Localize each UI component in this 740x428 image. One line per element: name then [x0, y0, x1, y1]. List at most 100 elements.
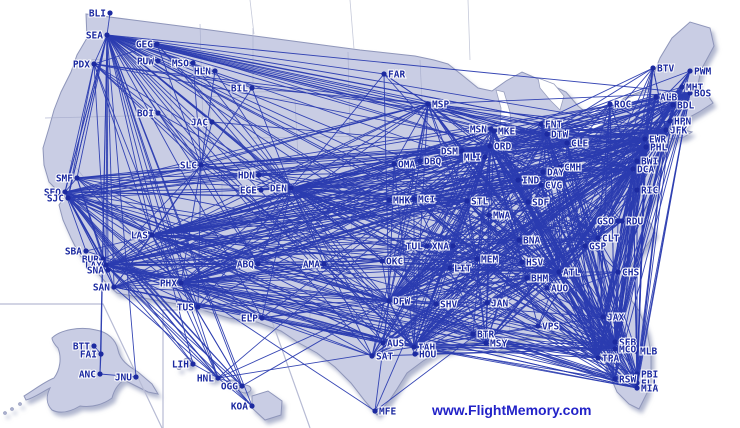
- airport-label-HPN: HPN: [674, 117, 691, 128]
- airport-label-DSM: DSM: [441, 147, 458, 158]
- route-SEA-FAR: [106, 34, 385, 75]
- airport-label-MLB: MLB: [640, 347, 657, 358]
- route-VPS-IAH: [413, 325, 539, 348]
- route-MCI-MCO: [413, 198, 616, 350]
- route-EWR-GEG: [156, 43, 646, 140]
- airport-label-TUS: TUS: [177, 303, 194, 314]
- route-DEN-ELP: [261, 187, 292, 319]
- airport-dot-PHX: [178, 280, 184, 286]
- airport-label-KOA: KOA: [231, 402, 248, 413]
- route-PHX-IAH: [180, 282, 415, 348]
- airport-label-SFB: SFB: [619, 338, 636, 349]
- airport-dot-BTR: [470, 331, 476, 337]
- aleutian-island: [10, 407, 14, 411]
- airport-label-SDF: SDF: [532, 198, 549, 209]
- route-IAH-HNL: [217, 346, 415, 379]
- airport-label-BDL: BDL: [677, 101, 694, 112]
- aleutian-island: [18, 402, 22, 406]
- airport-label-ORD: ORD: [494, 142, 511, 153]
- airport-dot-OKC: [379, 258, 385, 264]
- route-ORD-FAR: [383, 73, 491, 147]
- route-PHX-AUS: [180, 282, 384, 344]
- route-RSW-CLE: [566, 142, 616, 380]
- airport-label-HDN: HDN: [238, 171, 255, 182]
- airport-dot-PDX: [91, 61, 97, 67]
- route-BOS-JFK: [665, 92, 691, 131]
- route-MKE-EWR: [493, 130, 646, 140]
- route-MKE-LAS: [151, 130, 495, 236]
- airport-label-SEA: SEA: [86, 31, 103, 42]
- route-EWR-OKC: [381, 138, 646, 262]
- route-TPA-OKC: [381, 260, 599, 359]
- route-DFW-SAT: [371, 300, 390, 357]
- airport-label-EWR: EWR: [649, 135, 666, 146]
- airport-dot-MLI: [482, 154, 488, 160]
- airport-dot-LIT: [447, 265, 453, 271]
- airport-dot-MSY: [483, 340, 489, 346]
- route-MEM-MSY: [476, 258, 487, 344]
- route-DFW-TUL: [388, 245, 428, 302]
- route-DEN-AUS: [290, 187, 384, 344]
- route-DFW-ABQ: [257, 263, 390, 302]
- route-PHX-MEM: [180, 258, 478, 284]
- route-DEN-MSO: [192, 62, 292, 189]
- route-MSY-MKE: [485, 130, 495, 344]
- state-border-line: [167, 55, 173, 121]
- route-LAX-LIH: [105, 264, 194, 365]
- route-LIT-DCA: [449, 168, 634, 269]
- route-MCO-MHT: [614, 86, 683, 350]
- route-SJC-OGG: [67, 197, 243, 387]
- airport-label-SNA: SNA: [87, 266, 104, 277]
- airport-dot-EGE: [258, 187, 264, 193]
- route-DEN-GEG: [156, 43, 292, 189]
- airport-dot-DAY: [540, 169, 546, 175]
- route-ORD-ROC: [489, 103, 611, 147]
- route-ORD-SAN: [113, 145, 491, 288]
- route-STL-PHL: [466, 146, 647, 202]
- airport-label-HLN: HLN: [194, 67, 211, 78]
- route-IAH-GSP: [413, 245, 586, 348]
- route-DCA-AUS: [382, 168, 634, 344]
- route-PHX-DFW: [180, 282, 390, 302]
- airport-dot-FAI: [98, 351, 104, 357]
- route-LIT-BWI: [449, 160, 638, 269]
- route-BTR-IAH: [413, 333, 474, 348]
- route-PHX-SMF: [76, 177, 182, 284]
- route-MKE-DCA: [493, 130, 634, 170]
- canada-borders: [249, 0, 471, 61]
- route-DEN-EGE: [260, 187, 292, 191]
- route-ELP-AUS: [261, 317, 384, 344]
- route-AMA-IAH: [323, 263, 415, 348]
- airport-dot-JNU: [133, 374, 139, 380]
- airport-label-JAN: JAN: [491, 299, 508, 310]
- airport-dot-DFW: [386, 298, 392, 304]
- route-DEN-SMF: [76, 177, 292, 189]
- airport-label-DEN: DEN: [270, 184, 287, 195]
- airport-label-DFW: DFW: [393, 297, 410, 308]
- airport-dot-AUS: [380, 340, 386, 346]
- route-BDL-MIA: [636, 104, 674, 389]
- airport-dot-IND: [515, 177, 521, 183]
- route-DFW-SAN: [113, 286, 390, 302]
- airport-label-BNA: BNA: [523, 236, 540, 247]
- route-SJC-PDX: [67, 63, 95, 199]
- airport-label-ROC: ROC: [614, 100, 631, 111]
- route-BTV-PHL: [645, 67, 654, 148]
- route-IND-PHX: [180, 179, 519, 284]
- airport-label-SLC: SLC: [180, 161, 197, 172]
- route-CMH-MCO: [559, 166, 616, 350]
- route-PHX-SAN: [113, 282, 182, 288]
- airport-dot-MSO: [190, 60, 196, 66]
- airport-label-ATL: ATL: [563, 268, 580, 279]
- airport-dot-BOI: [155, 110, 161, 116]
- airport-label-BOI: BOI: [137, 109, 154, 120]
- airport-dot-MEM: [474, 256, 480, 262]
- route-EWR-AUS: [382, 138, 646, 344]
- airport-dot-SAT: [369, 353, 375, 359]
- airport-dot-BTT: [91, 343, 97, 349]
- route-PDX-GEG: [93, 43, 158, 65]
- route-TPA-IAH: [413, 346, 599, 359]
- airport-label-BTT: BTT: [73, 342, 90, 353]
